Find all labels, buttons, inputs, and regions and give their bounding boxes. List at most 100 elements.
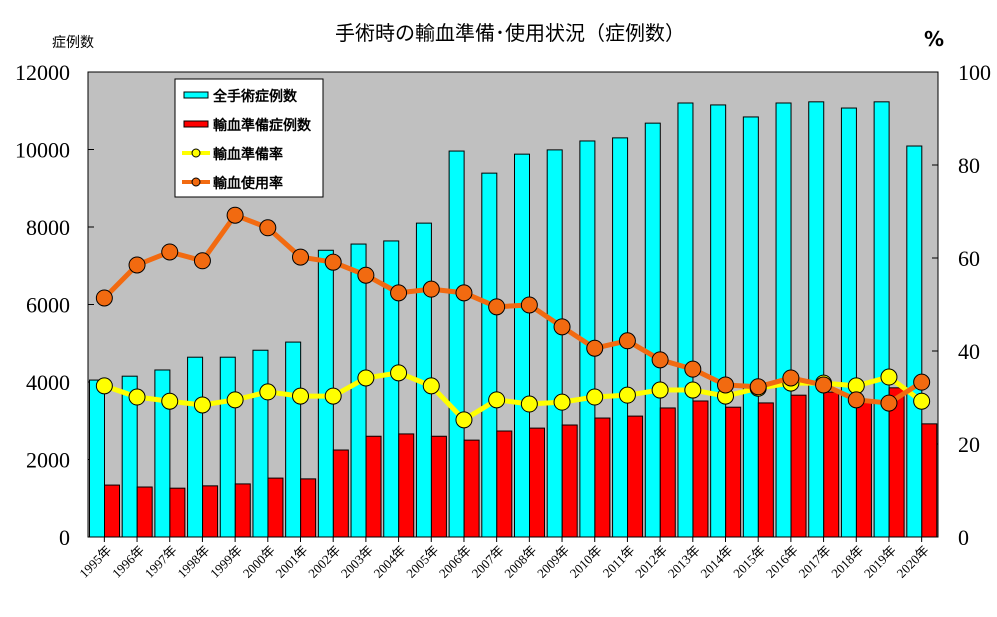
x-tick-label: 2013年 [665, 543, 703, 581]
point-usage-rate [815, 376, 833, 394]
y2-tick-label: 40 [958, 339, 980, 364]
bar-transfusion-prepared [921, 423, 938, 538]
legend-label: 輸血使用率 [213, 175, 283, 192]
bar-transfusion-prepared [496, 430, 513, 538]
point-prep-rate [324, 387, 342, 405]
bar-total-surgeries [808, 101, 825, 538]
point-usage-rate [847, 391, 865, 409]
y-tick-label: 2000 [26, 448, 70, 473]
point-prep-rate [193, 396, 211, 414]
legend-label: 輸血準備症例数 [213, 117, 312, 134]
legend-marker [191, 177, 201, 187]
bar-transfusion-prepared [725, 406, 742, 538]
point-prep-rate [161, 392, 179, 410]
point-usage-rate [749, 378, 767, 396]
bar-total-surgeries [154, 369, 171, 538]
point-usage-rate [586, 339, 604, 357]
bar-total-surgeries [906, 145, 923, 538]
bar-total-surgeries [121, 375, 138, 538]
point-usage-rate [651, 351, 669, 369]
point-prep-rate [128, 388, 146, 406]
x-tick-label: 2006年 [436, 543, 474, 581]
x-tick-label: 2002年 [305, 543, 343, 581]
point-usage-rate [520, 296, 538, 314]
y-axis-label: 症例数 [52, 35, 94, 51]
point-usage-rate [292, 248, 309, 266]
x-tick-label: 2019年 [861, 543, 899, 581]
y2-tick-label: 100 [958, 60, 991, 85]
point-prep-rate [618, 386, 636, 404]
bar-transfusion-prepared [398, 433, 415, 538]
point-prep-rate [259, 383, 277, 401]
y-tick-label: 4000 [26, 370, 70, 395]
bar-transfusion-prepared [855, 399, 872, 538]
bar-total-surgeries [546, 149, 563, 538]
x-tick-label: 2017年 [796, 543, 834, 581]
bar-transfusion-prepared [300, 478, 317, 538]
y-tick-label: 0 [59, 525, 70, 550]
point-prep-rate [586, 388, 604, 406]
x-tick-label: 2018年 [828, 543, 866, 581]
y-tick-label: 10000 [15, 138, 70, 163]
point-prep-rate [292, 387, 309, 405]
bar-total-surgeries [350, 243, 367, 538]
point-prep-rate [226, 391, 244, 409]
x-tick-label: 2005年 [403, 543, 441, 581]
point-usage-rate [161, 243, 179, 261]
bar-transfusion-prepared [627, 415, 644, 538]
point-usage-rate [455, 284, 473, 302]
point-usage-rate [717, 376, 734, 394]
bar-total-surgeries [742, 116, 759, 538]
point-prep-rate [357, 369, 375, 387]
point-prep-rate [684, 381, 702, 399]
point-prep-rate [651, 381, 669, 399]
y-tick-label: 6000 [26, 293, 70, 318]
bar-transfusion-prepared [169, 487, 186, 538]
bar-transfusion-prepared [463, 439, 480, 538]
point-prep-rate [520, 395, 538, 413]
y2-tick-label: 80 [958, 153, 980, 178]
point-prep-rate [455, 411, 473, 429]
y2-tick-label: 20 [958, 432, 980, 457]
bar-transfusion-prepared [659, 407, 676, 538]
bar-total-surgeries [710, 104, 727, 538]
bar-transfusion-prepared [823, 391, 840, 538]
bar-transfusion-prepared [234, 483, 251, 538]
point-usage-rate [226, 206, 244, 224]
bar-total-surgeries [514, 153, 530, 538]
bar-transfusion-prepared [561, 424, 578, 538]
legend-marker [191, 148, 201, 158]
y2-tick-label: 60 [958, 246, 980, 271]
point-usage-rate [95, 289, 113, 307]
point-prep-rate [488, 391, 506, 409]
bar-transfusion-prepared [529, 427, 545, 538]
point-usage-rate [782, 369, 800, 387]
y-tick-label: 8000 [26, 215, 70, 240]
bar-total-surgeries [383, 240, 400, 538]
x-tick-label: 1997年 [142, 543, 180, 581]
x-tick-label: 2000年 [240, 543, 278, 581]
legend [174, 78, 324, 198]
point-prep-rate [422, 377, 440, 395]
chart-title: 手術時の輸血準備･使用状況（症例数） [335, 21, 685, 45]
point-prep-rate [553, 393, 571, 411]
point-usage-rate [193, 252, 211, 270]
bar-total-surgeries [448, 150, 465, 538]
bar-transfusion-prepared [365, 435, 382, 538]
x-tick-label: 2012年 [632, 543, 670, 581]
point-prep-rate [913, 392, 931, 410]
bar-transfusion-prepared [888, 387, 905, 538]
y2-axis-label: % [924, 27, 944, 51]
point-usage-rate [684, 360, 702, 378]
point-prep-rate [880, 368, 898, 386]
bar-transfusion-prepared [136, 486, 153, 538]
point-usage-rate [488, 298, 506, 316]
bar-total-surgeries [285, 341, 302, 538]
bar-transfusion-prepared [790, 394, 807, 538]
bar-transfusion-prepared [430, 435, 447, 538]
point-usage-rate [390, 284, 408, 302]
point-usage-rate [357, 266, 375, 284]
point-usage-rate [324, 253, 342, 271]
bar-total-surgeries [840, 107, 857, 538]
